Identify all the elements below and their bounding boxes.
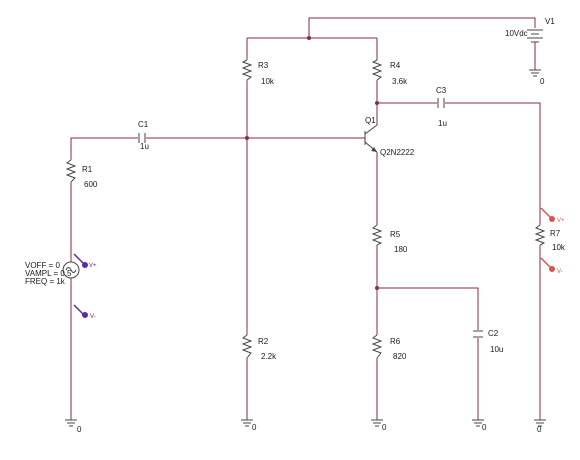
probe-stem	[73, 304, 85, 316]
probe-input-minus[interactable]: V-	[73, 304, 96, 320]
resistor-zigzag	[241, 334, 253, 359]
probe-stem	[540, 207, 552, 219]
wire-c2-top	[377, 287, 479, 330]
r7-ref: R7	[550, 229, 561, 238]
junctions	[245, 36, 379, 290]
junction-dot	[307, 36, 311, 40]
capacitor-c3[interactable]: C3 1u	[436, 86, 447, 128]
probe-output-minus[interactable]: V-	[540, 257, 563, 275]
resistor-zigzag	[371, 224, 383, 246]
source-voff: VOFF = 0	[25, 261, 60, 270]
ground-label: 0	[382, 423, 387, 432]
probe-tip	[82, 262, 88, 268]
wire-supply-top	[308, 17, 536, 38]
resistor-r6[interactable]: R6 820	[371, 334, 407, 361]
junction-dot	[375, 286, 379, 290]
resistor-zigzag	[371, 334, 383, 359]
resistor-r3[interactable]: R3 10k	[241, 59, 275, 86]
source-vsin[interactable]: VOFF = 0 VAMPL = 0.5 FREQ = 1k	[25, 258, 80, 286]
resistor-r5[interactable]: R5 180	[371, 224, 408, 254]
c3-ref: C3	[436, 86, 447, 95]
r7-value: 10k	[552, 243, 566, 252]
resistor-r7[interactable]: R7 10k	[534, 224, 566, 252]
c1-value: 1u	[140, 142, 149, 151]
ground-source: 0	[65, 410, 82, 434]
r5-ref: R5	[390, 230, 401, 239]
q1-value: Q2N2222	[380, 148, 415, 157]
ground-c2: 0	[472, 410, 487, 432]
probe-input-plus[interactable]: V+	[73, 253, 97, 269]
source-vampl: VAMPL = 0.5	[25, 269, 72, 278]
r1-ref: R1	[82, 165, 93, 174]
probe-label: V-	[90, 314, 96, 320]
ground-r6: 0	[371, 410, 387, 432]
capacitor-c2[interactable]: C2 10u	[473, 329, 503, 354]
wire-c3-right	[445, 102, 541, 225]
probe-label: V+	[89, 263, 97, 269]
probe-tip	[549, 216, 555, 222]
c2-ref: C2	[488, 329, 499, 338]
r6-value: 820	[393, 352, 407, 361]
c2-value: 10u	[490, 345, 503, 354]
resistor-r1[interactable]: R1 600	[65, 159, 98, 189]
c1-ref: C1	[138, 120, 149, 129]
probe-output-plus[interactable]: V+	[540, 207, 565, 224]
v1-value: 10Vdc	[505, 29, 528, 38]
sine-wave-icon	[65, 267, 77, 273]
c3-value: 1u	[438, 119, 447, 128]
resistor-zigzag	[371, 59, 383, 81]
r4-value: 3.6k	[392, 77, 408, 86]
probe-tip	[549, 266, 555, 272]
resistor-zigzag	[534, 224, 546, 246]
r3-value: 10k	[261, 77, 275, 86]
transistor-q1[interactable]: Q1 Q2N2222	[364, 116, 415, 157]
r1-value: 600	[84, 180, 98, 189]
v1-ref: V1	[545, 17, 555, 26]
ground-v1: 0	[529, 69, 545, 86]
junction-dot	[375, 101, 379, 105]
resistor-zigzag	[65, 159, 77, 183]
resistor-r4[interactable]: R4 3.6k	[371, 59, 408, 86]
probe-label: V+	[557, 218, 565, 224]
junction-dot	[245, 136, 249, 140]
r2-ref: R2	[258, 337, 269, 346]
probe-stem	[73, 253, 85, 265]
ground-label: 0	[77, 425, 82, 434]
probe-tip	[82, 312, 88, 318]
ground-label: 0	[537, 425, 542, 434]
emitter-arrow-icon	[371, 147, 377, 152]
ground-r7: 0	[534, 410, 546, 434]
ground-label: 0	[482, 423, 487, 432]
source-freq: FREQ = 1k	[25, 277, 66, 286]
wire-r1-c1	[70, 137, 138, 160]
r3-ref: R3	[258, 61, 269, 70]
r6-ref: R6	[390, 337, 401, 346]
ground-r2: 0	[241, 410, 257, 432]
wires	[70, 17, 541, 410]
q1-ref: Q1	[365, 116, 376, 125]
r4-ref: R4	[390, 61, 401, 70]
resistor-zigzag	[241, 59, 253, 81]
component-v1[interactable]: V1 10Vdc	[505, 17, 555, 70]
r2-value: 2.2k	[261, 352, 277, 361]
capacitor-c1[interactable]: C1 1u	[138, 120, 149, 151]
transistor-collector-lead	[364, 124, 378, 135]
probe-label: V-	[557, 269, 563, 275]
ground-label: 0	[540, 77, 545, 86]
r5-value: 180	[394, 245, 408, 254]
resistor-r2[interactable]: R2 2.2k	[241, 334, 277, 361]
ground-label: 0	[252, 423, 257, 432]
probe-stem	[540, 257, 552, 269]
